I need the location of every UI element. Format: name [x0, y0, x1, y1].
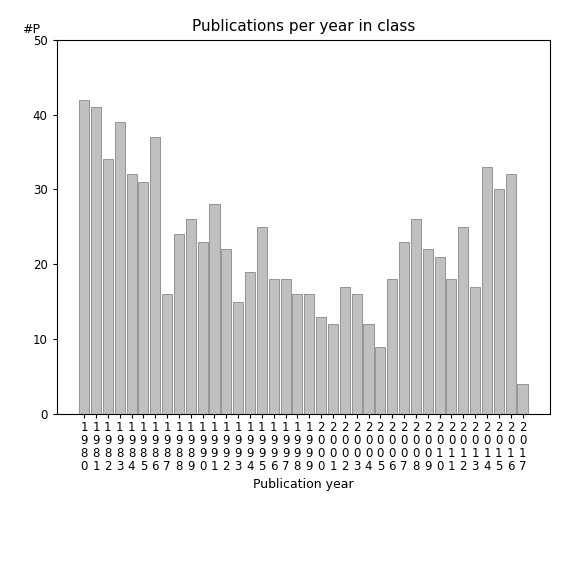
- Bar: [328, 324, 338, 414]
- Bar: [103, 159, 113, 414]
- Bar: [126, 175, 137, 414]
- Bar: [150, 137, 160, 414]
- Bar: [470, 287, 480, 414]
- Bar: [186, 219, 196, 414]
- Bar: [138, 182, 149, 414]
- Bar: [506, 175, 516, 414]
- Bar: [115, 122, 125, 414]
- Bar: [162, 294, 172, 414]
- Bar: [174, 234, 184, 414]
- Bar: [257, 227, 267, 414]
- Bar: [91, 107, 101, 414]
- Bar: [209, 204, 219, 414]
- Bar: [221, 249, 231, 414]
- Bar: [494, 189, 504, 414]
- Title: Publications per year in class: Publications per year in class: [192, 19, 415, 35]
- Bar: [446, 279, 456, 414]
- Bar: [281, 279, 291, 414]
- Bar: [387, 279, 397, 414]
- Bar: [352, 294, 362, 414]
- Bar: [198, 242, 208, 414]
- Bar: [375, 346, 386, 414]
- Bar: [233, 302, 243, 414]
- Bar: [79, 100, 89, 414]
- Bar: [518, 384, 527, 414]
- Bar: [269, 279, 279, 414]
- Bar: [316, 316, 326, 414]
- Bar: [423, 249, 433, 414]
- Bar: [340, 287, 350, 414]
- Bar: [399, 242, 409, 414]
- X-axis label: Publication year: Publication year: [253, 479, 354, 492]
- Bar: [482, 167, 492, 414]
- Bar: [304, 294, 314, 414]
- Bar: [434, 257, 445, 414]
- Text: #P: #P: [22, 23, 40, 36]
- Bar: [363, 324, 374, 414]
- Bar: [458, 227, 468, 414]
- Bar: [411, 219, 421, 414]
- Bar: [245, 272, 255, 414]
- Bar: [293, 294, 302, 414]
